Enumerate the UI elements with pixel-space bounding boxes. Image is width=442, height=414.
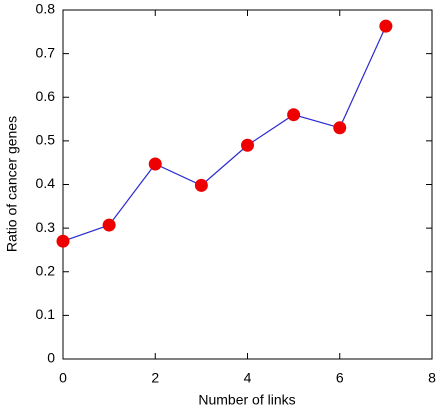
y-tick-label: 0.3	[36, 219, 56, 235]
x-tick-label: 4	[244, 370, 252, 386]
data-point	[379, 19, 393, 33]
y-tick-label: 0	[47, 350, 55, 366]
y-tick-label: 0.6	[36, 88, 56, 104]
y-tick-label: 0.7	[36, 44, 56, 60]
data-point	[102, 218, 116, 232]
x-axis-title: Number of links	[198, 392, 295, 408]
data-point	[333, 121, 347, 135]
x-tick-label: 6	[336, 370, 344, 386]
y-tick-label: 0.2	[36, 262, 56, 278]
x-tick-label: 2	[151, 370, 159, 386]
y-tick-label: 0.4	[36, 175, 56, 191]
data-point	[287, 108, 301, 122]
x-tick-label: 0	[59, 370, 67, 386]
data-point	[148, 157, 162, 171]
y-tick-label: 0.1	[36, 306, 56, 322]
data-point	[56, 234, 70, 248]
data-point	[194, 178, 208, 192]
y-axis-title: Ratio of cancer genes	[4, 116, 20, 252]
x-tick-label: 8	[428, 370, 436, 386]
plot-frame	[62, 9, 433, 360]
data-point	[241, 138, 254, 152]
y-tick-label: 0.5	[36, 132, 56, 148]
y-tick-label: 0.8	[36, 1, 56, 17]
data-line	[62, 25, 387, 242]
